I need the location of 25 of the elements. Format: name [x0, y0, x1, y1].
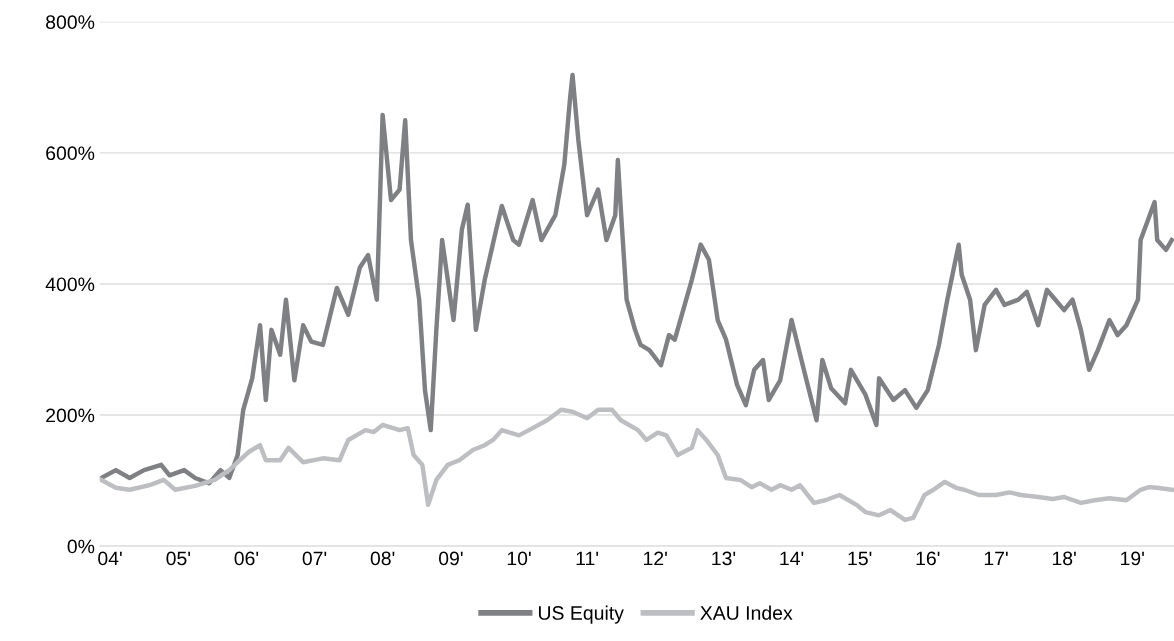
legend-label: US Equity — [538, 605, 624, 624]
x-tick-label: 11' — [576, 551, 599, 566]
x-tick-label: 05' — [166, 551, 191, 566]
line-series — [99, 72, 1174, 486]
x-tick-label: 13' — [712, 551, 736, 566]
line-series — [99, 407, 1174, 523]
y-tick-label: 600% — [46, 146, 95, 161]
x-tick-label: 19' — [1121, 551, 1144, 566]
x-tick-label: 17' — [984, 551, 1008, 566]
x-tick-label: 16' — [916, 551, 940, 566]
x-tick-label: 09' — [438, 551, 463, 566]
legend-label: XAU Index — [700, 605, 793, 620]
x-tick-label: 10' — [507, 551, 531, 566]
y-tick-label: 400% — [45, 277, 95, 292]
x-tick-label: 14' — [780, 551, 804, 566]
x-tick-label: 04' — [98, 551, 122, 566]
x-tick-label: 07' — [302, 551, 327, 566]
x-tick-label: 06' — [234, 551, 259, 566]
x-tick-label: 12' — [643, 551, 667, 566]
x-tick-label: 15' — [848, 551, 872, 566]
y-tick-label: 200% — [46, 408, 95, 423]
y-tick-label: 800% — [46, 15, 95, 30]
x-tick-label: 18' — [1052, 551, 1076, 566]
x-tick-label: 08' — [370, 551, 395, 566]
y-tick-label: 0% — [67, 539, 95, 554]
